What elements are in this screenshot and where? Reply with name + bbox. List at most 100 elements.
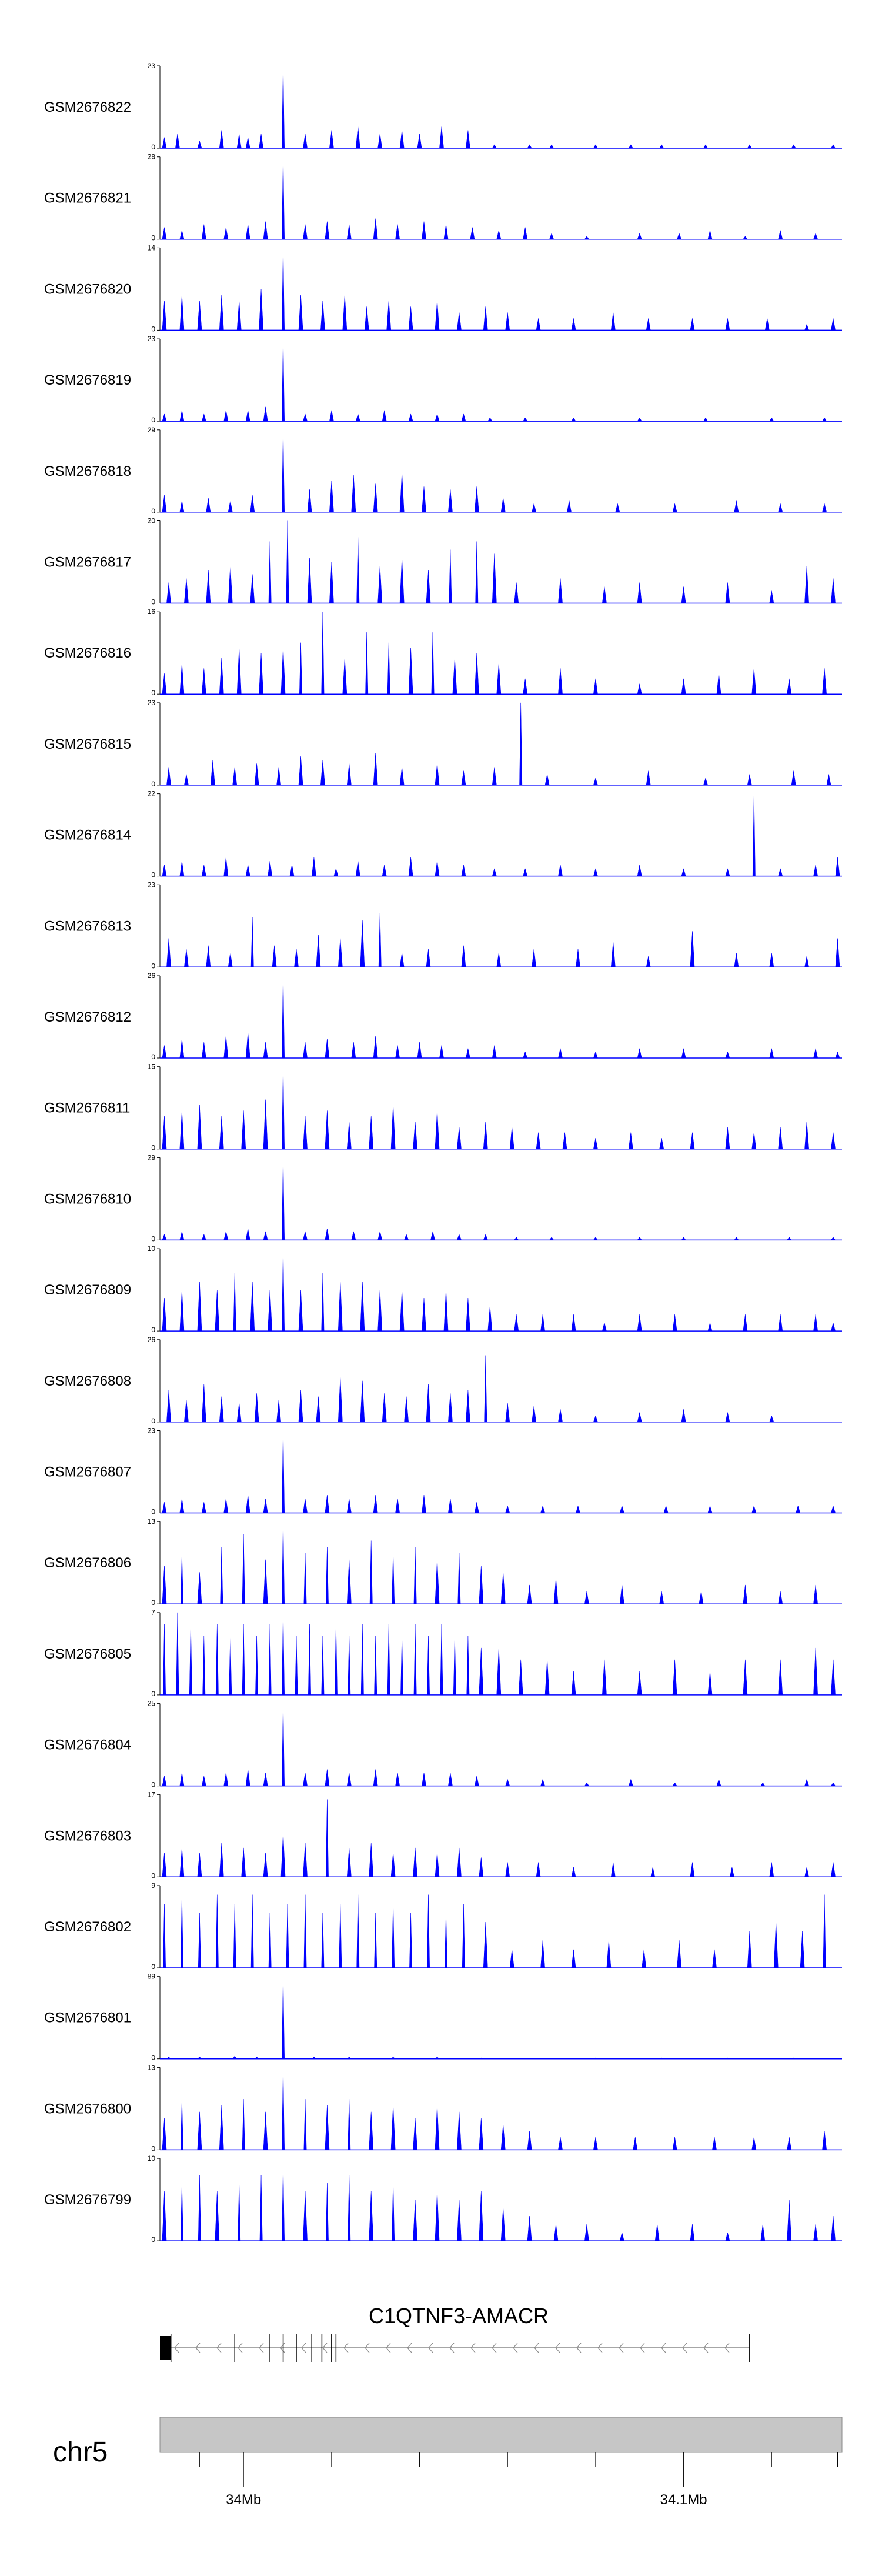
y-min-label: 0 (151, 1781, 155, 1789)
coverage-peak (769, 590, 774, 603)
coverage-peak (492, 867, 497, 876)
track-label: GSM2676812 (44, 1009, 131, 1025)
y-min-label: 0 (151, 1690, 155, 1698)
coverage-peak (298, 295, 303, 331)
coverage-peak (791, 770, 796, 786)
track-label: GSM2676807 (44, 1464, 131, 1480)
y-min-label: 0 (151, 871, 155, 879)
coverage-peak (457, 1127, 462, 1149)
coverage-peak (282, 1703, 285, 1786)
coverage-peak (822, 417, 827, 422)
coverage-peak (593, 867, 598, 876)
y-min-label: 0 (151, 234, 155, 242)
coverage-peak (201, 1502, 206, 1513)
coverage-peak (162, 1566, 167, 1604)
coverage-peak (223, 1499, 229, 1513)
coverage-peak (245, 865, 250, 876)
coverage-peak (712, 1949, 717, 1968)
coverage-peak (404, 1396, 409, 1423)
coverage-peak (540, 1778, 546, 1786)
coverage-peak (236, 1403, 242, 1423)
coverage-peak (500, 1572, 506, 1604)
y-min-label: 0 (151, 1053, 155, 1061)
coverage-peak (593, 1051, 598, 1059)
coverage-peak (236, 648, 242, 695)
coverage-peak (413, 1847, 417, 1877)
track-GSM2676810: GSM2676810 29 0 (44, 1153, 842, 1243)
track-label: GSM2676806 (44, 1555, 131, 1571)
coverage-peak (659, 1591, 664, 1604)
coverage-peak (813, 1048, 818, 1059)
coverage-peak (179, 1231, 185, 1240)
coverage-peak (263, 406, 268, 422)
coverage-peak (725, 2233, 730, 2241)
strand-chevron (640, 2343, 645, 2353)
coverage-peak (646, 956, 651, 967)
coverage-peak (457, 312, 462, 331)
coverage-peak (659, 144, 664, 149)
coverage-peak (536, 1132, 541, 1149)
coverage-peak (752, 793, 756, 876)
coverage-peak (417, 1042, 422, 1059)
coverage-peak (426, 570, 431, 603)
coverage-peak (355, 861, 360, 876)
coverage-peak (576, 949, 580, 967)
coverage-peak (298, 1390, 303, 1423)
coverage-peak (282, 1066, 285, 1149)
track-label: GSM2676802 (44, 1919, 131, 1935)
coverage-peak (180, 1553, 183, 1604)
coverage-peak (505, 1505, 510, 1513)
coverage-peak (241, 1847, 246, 1877)
coverage-peak (399, 558, 405, 603)
coverage-peak (166, 2057, 172, 2059)
coverage-peak (369, 1843, 374, 1877)
coverage-peak (215, 1624, 219, 1696)
track-label: GSM2676804 (44, 1737, 131, 1753)
coverage-peak (593, 777, 598, 786)
coverage-peak (553, 1579, 559, 1604)
coverage-peak (346, 2057, 352, 2059)
y-max-label: 29 (148, 1153, 156, 1162)
y-max-label: 16 (148, 608, 156, 616)
coverage-peak (219, 658, 224, 695)
coverage-peak (672, 1659, 677, 1696)
coverage-peak (422, 486, 426, 513)
coverage-peak (725, 867, 730, 876)
coverage-peak (202, 1636, 206, 1696)
y-max-label: 23 (148, 699, 156, 707)
coverage-peak (804, 1121, 809, 1149)
coverage-peak (479, 2057, 484, 2059)
coverage-peak (179, 1290, 185, 1332)
y-max-label: 10 (148, 1244, 156, 1253)
coverage-peak (339, 1904, 342, 1968)
coverage-peak (369, 2191, 374, 2241)
coverage-peak (646, 318, 651, 331)
coverage-peak (399, 1290, 405, 1332)
coverage-peak (681, 678, 686, 695)
strand-chevron (492, 2343, 497, 2353)
coverage-peak (571, 1949, 576, 1968)
coverage-peak (584, 1782, 589, 1786)
coverage-peak (593, 2137, 598, 2150)
coverage-peak (544, 774, 550, 786)
coverage-peak (707, 1323, 713, 1332)
coverage-peak (553, 2224, 559, 2241)
y-max-label: 23 (148, 62, 156, 70)
coverage-peak (179, 410, 185, 422)
coverage-peak (228, 566, 233, 603)
coverage-peak (282, 1612, 285, 1696)
y-min-label: 0 (151, 1234, 155, 1243)
coverage-peak (431, 632, 435, 695)
y-max-label: 17 (148, 1790, 156, 1798)
coverage-peak (751, 1132, 757, 1149)
y-min-label: 0 (151, 1144, 155, 1152)
coverage-peak (474, 1776, 479, 1786)
coverage-peak (479, 1566, 484, 1604)
coverage-peak (325, 2105, 330, 2150)
coverage-peak (461, 945, 466, 967)
coverage-peak (800, 1931, 805, 1968)
gene-annotation-track: C1QTNF3-AMACR (160, 2304, 750, 2362)
coverage-peak (435, 2057, 440, 2059)
coverage-peak (179, 861, 185, 876)
track-label: GSM2676803 (44, 1828, 131, 1844)
